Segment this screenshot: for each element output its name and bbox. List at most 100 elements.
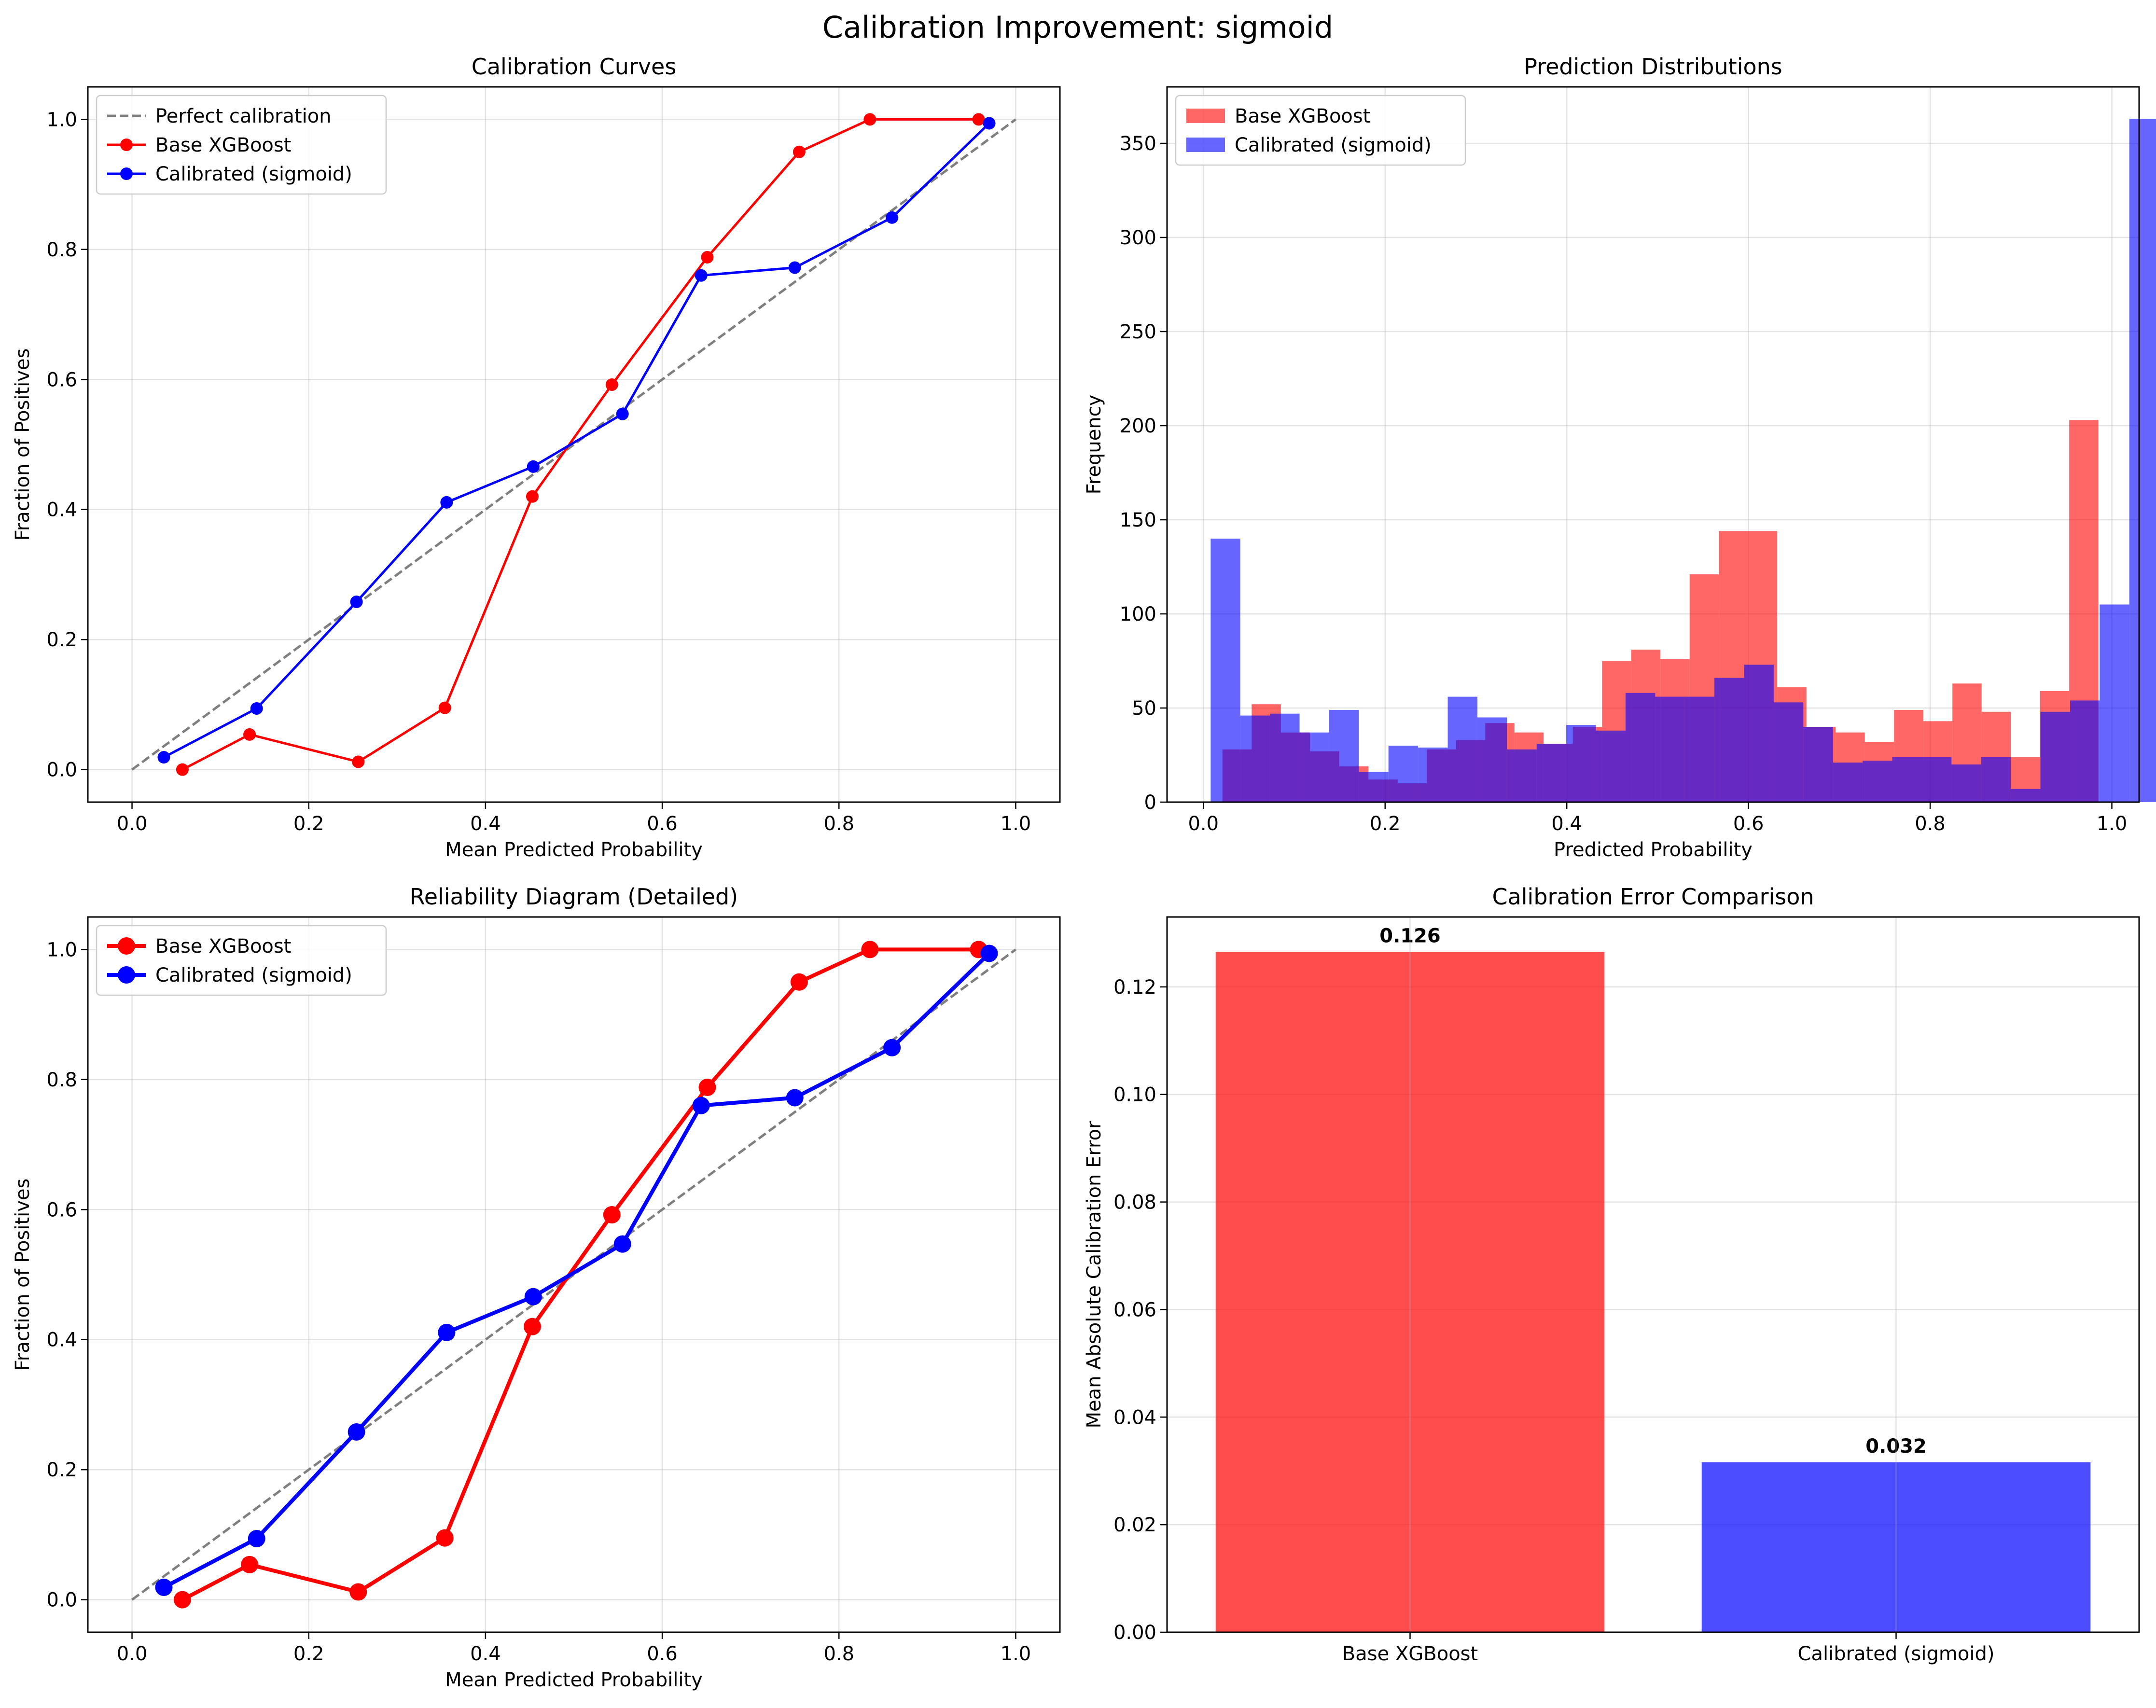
y-tick-label: 0.0 [46, 759, 77, 781]
legend-label: Base XGBoost [155, 935, 291, 958]
calibrated-line [163, 952, 991, 1589]
y-tick-label: 0.6 [46, 369, 77, 391]
base-point [861, 941, 879, 958]
calibrated-histogram-bar [1359, 772, 1389, 802]
base-point [349, 1583, 367, 1601]
x-axis-label: Predicted Probability [1554, 839, 1753, 861]
calibrated-point [886, 211, 899, 224]
legend-swatch [1186, 109, 1225, 123]
base-point [698, 1078, 716, 1096]
panel-calibration-error-comparison: 0.00 0.02 0.04 0.06 0.08 0.10 0.12 Calibration … [1083, 884, 2140, 1665]
calibrated-histogram-bar [1329, 709, 1359, 802]
calibrated-histogram-bar [1447, 696, 1477, 802]
x-tick-label: 0.6 [1733, 813, 1764, 835]
x-tick-label: 0.4 [1551, 813, 1582, 835]
perfect-calibration-line [131, 118, 1016, 771]
calibrated-point [980, 944, 998, 962]
base-point [603, 1206, 621, 1224]
calibrated-histogram-bar [1892, 757, 1922, 802]
y-axis-label: Fraction of Positives [12, 1179, 34, 1371]
x-tick-label: 1.0 [1001, 1643, 1031, 1665]
base-line [181, 118, 979, 771]
calibrated-histogram-bar [1744, 665, 1774, 802]
legend-label: Base XGBoost [155, 134, 291, 156]
x-tick-label: 0.4 [470, 813, 501, 835]
y-tick-label: 0.00 [1113, 1622, 1156, 1644]
base-point [605, 378, 618, 391]
calibrated-histogram-bar [1536, 744, 1567, 802]
panel-title: Prediction Distributions [1524, 54, 1782, 80]
x-tick-label: 0.8 [823, 1643, 854, 1665]
base-point [352, 755, 365, 768]
x-tick-label: 0.2 [1370, 813, 1401, 835]
calibrated-histogram-bar [2011, 789, 2041, 802]
calibrated-point [350, 596, 363, 609]
panel-reliability-diagram: 0.0 0.2 0.4 0.6 0.8 1.0 0.0 0.2 0.4 0.6 0.8 1.0 Reli… [12, 884, 1061, 1691]
calibrated-histogram-bar [1418, 747, 1448, 802]
base-point [523, 1318, 541, 1335]
calibrated-histogram-bar [1655, 696, 1685, 802]
legend-box [96, 925, 387, 996]
y-tick-label: 50 [1132, 697, 1156, 720]
y-axis-label: Fraction of Positives [12, 348, 34, 541]
calibrated-histogram-bar [1714, 678, 1744, 802]
calibrated-histogram-bar [1240, 715, 1270, 802]
calibrated-point [155, 1579, 173, 1597]
x-tick-label: 0.8 [823, 813, 854, 835]
axes-frame [87, 916, 1061, 1633]
x-tick-label: 0.6 [647, 1643, 678, 1665]
calibrated-histogram-bar [2100, 604, 2129, 802]
x-axis-label: Mean Predicted Probability [445, 839, 703, 861]
perfect-calibration-line [131, 948, 1016, 1601]
x-tick-label: 0.0 [117, 1643, 148, 1665]
calibrated-point [248, 1529, 265, 1547]
y-tick-label: 1.0 [46, 109, 77, 131]
legend-label: Perfect calibration [155, 105, 332, 127]
figure-title: Calibration Improvement: sigmoid [822, 10, 1334, 45]
calibrated-histogram-bar [1299, 732, 1329, 802]
base-point [243, 728, 256, 741]
y-tick-label: 250 [1120, 321, 1156, 343]
calibrated-histogram-bar [1388, 746, 1419, 802]
calibrated-point [438, 1323, 456, 1341]
y-tick-label: 350 [1120, 133, 1156, 155]
calibrated-histogram-bar [1833, 763, 1863, 802]
y-tick-label: 0.6 [46, 1199, 77, 1221]
calibrated-point [250, 702, 263, 715]
legend-label: Base XGBoost [1235, 105, 1370, 127]
x-tick-label: 0.8 [1915, 813, 1946, 835]
calibrated-histogram-bar [1981, 757, 2011, 802]
calibrated-histogram-bar [1596, 730, 1626, 802]
calibrated-histogram-bar [2129, 119, 2156, 802]
calibrated-point [695, 269, 708, 282]
y-tick-label: 0.12 [1113, 976, 1156, 999]
y-tick-label: 200 [1120, 415, 1156, 437]
legend-marker [118, 966, 135, 984]
y-tick-label: 0.06 [1113, 1299, 1156, 1321]
base-point [526, 490, 539, 503]
legend-label: Calibrated (sigmoid) [155, 163, 352, 185]
legend-box [1175, 95, 1466, 166]
base-point [972, 113, 985, 126]
legend-box [96, 95, 387, 195]
y-tick-label: 300 [1120, 227, 1156, 249]
base-point [790, 973, 808, 991]
y-tick-label: 0.08 [1113, 1192, 1156, 1214]
calibrated-point [788, 261, 801, 274]
y-tick-label: 0.2 [46, 629, 77, 651]
y-tick-label: 0.0 [46, 1589, 77, 1611]
calibrated-histogram-bar [2040, 711, 2070, 802]
y-tick-label: 100 [1120, 603, 1156, 625]
y-axis-label: Mean Absolute Calibration Error [1083, 1121, 1105, 1429]
base-point [793, 145, 806, 158]
x-tick-label: 0.0 [117, 813, 148, 835]
calibrated-point [692, 1097, 710, 1114]
calibrated-histogram-bar [1921, 757, 1952, 802]
calibrated-point [616, 407, 629, 420]
axes-frame [87, 86, 1061, 803]
calibrated-histogram-bar [1803, 727, 1833, 802]
y-axis-label: Frequency [1083, 395, 1105, 495]
y-tick-label: 0.10 [1113, 1084, 1156, 1106]
base-error-bar [1215, 952, 1605, 1632]
y-tick-label: 0 [1144, 792, 1156, 814]
